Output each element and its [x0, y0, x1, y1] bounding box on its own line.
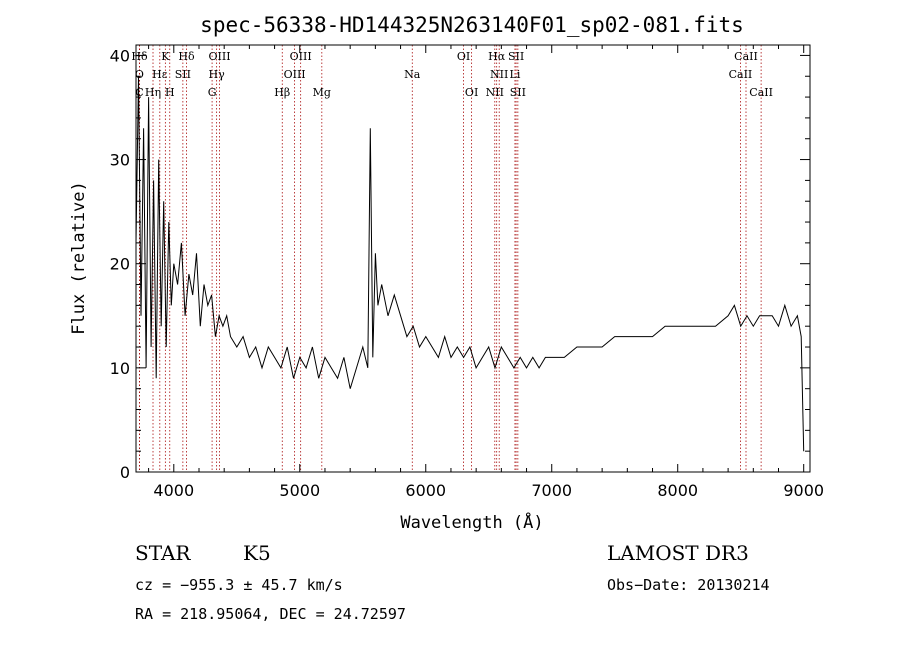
- x-tick-label: 9000: [783, 481, 824, 500]
- y-axis-ticks: 0 10 20 30 40: [110, 46, 810, 482]
- spectral-line-label: Hδ: [131, 50, 148, 63]
- chart-title: spec-56338-HD144325N263140F01_sp02-081.f…: [200, 13, 744, 37]
- spectral-line-label: NII: [486, 86, 504, 99]
- spectral-line-label: OIII: [284, 68, 306, 81]
- x-axis-label: Wavelength (Å): [400, 511, 543, 533]
- plot-frame: [135, 44, 811, 473]
- object-subclass: K5: [243, 541, 271, 565]
- observation-date: Obs−Date: 20130214: [607, 576, 770, 594]
- x-axis-ticks: 4000 5000 6000 7000 8000 9000: [148, 45, 824, 500]
- y-tick-label: 20: [110, 255, 130, 274]
- y-tick-label: 10: [110, 359, 130, 378]
- object-class: STAR: [135, 541, 191, 565]
- spectral-line-label: H: [165, 86, 175, 99]
- spectral-line-label: Mg: [313, 86, 331, 99]
- spectral-line-label: CaII: [734, 50, 758, 63]
- spectral-line-label: SII: [508, 50, 524, 63]
- spectral-line-label: OI: [465, 86, 478, 99]
- spectral-line-label: CaII: [749, 86, 773, 99]
- spectral-line-label: Na: [404, 68, 421, 81]
- spectral-line-label: G: [208, 86, 217, 99]
- x-tick-label: 6000: [405, 481, 446, 500]
- spectral-line-label: Li: [510, 68, 521, 81]
- x-tick-label: 4000: [153, 481, 194, 500]
- spectral-line-label: SII: [175, 68, 191, 81]
- spectral-line-markers: [139, 45, 762, 472]
- spectral-line-label: SII: [510, 86, 526, 99]
- y-tick-label: 30: [110, 151, 130, 170]
- spectral-line-label: Hδ: [178, 50, 195, 63]
- x-tick-label: 7000: [531, 481, 572, 500]
- spectral-line-label: Hε: [152, 68, 168, 81]
- spectral-line-label: Hη: [145, 86, 161, 99]
- coordinates: RA = 218.95064, DEC = 24.72597: [135, 605, 406, 623]
- spectral-line-label: C: [135, 86, 143, 99]
- spectrum-line: [135, 76, 805, 452]
- y-tick-label: 40: [110, 46, 130, 65]
- spectral-line-label: K: [161, 50, 170, 63]
- spectral-line-label: CaII: [729, 68, 753, 81]
- y-axis-label: Flux (relative): [69, 181, 89, 335]
- spectral-line-label: Hβ: [274, 86, 290, 99]
- spectral-line-label: O: [135, 68, 144, 81]
- spectral-line-label: Hγ: [209, 68, 226, 81]
- spectral-line-label: OI: [457, 50, 470, 63]
- spectral-line-label: OIII: [208, 50, 230, 63]
- y-tick-label: 0: [120, 463, 130, 482]
- spectral-line-label: OIII: [290, 50, 312, 63]
- x-tick-label: 8000: [657, 481, 698, 500]
- survey-name: LAMOST DR3: [607, 541, 749, 565]
- x-tick-label: 5000: [279, 481, 320, 500]
- spectral-line-label: Hα: [488, 50, 506, 63]
- spectral-line-label: NII: [490, 68, 508, 81]
- redshift-velocity: cz = −955.3 ± 45.7 km/s: [135, 576, 343, 594]
